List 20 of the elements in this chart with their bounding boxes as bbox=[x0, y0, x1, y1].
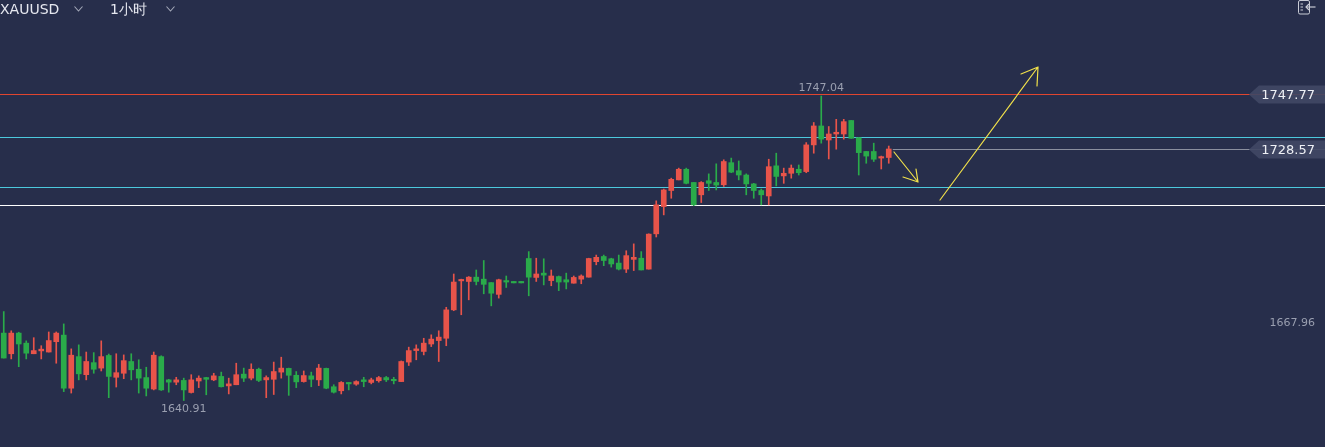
annotation: 1747.04 bbox=[798, 81, 844, 95]
chart-title: XAUUSD bbox=[0, 1, 60, 18]
candlestick bbox=[203, 376, 210, 396]
ref-line-label: 1728.57 bbox=[1261, 141, 1315, 157]
candlestick bbox=[630, 243, 637, 271]
candlestick bbox=[878, 155, 885, 170]
candlestick bbox=[503, 275, 510, 288]
ref-line-label: 1747.77 bbox=[1261, 86, 1315, 102]
text: 1667.96 bbox=[1269, 315, 1315, 329]
candlestick bbox=[825, 126, 832, 160]
candlestick bbox=[113, 353, 120, 388]
chart-subtitle: 1小时 bbox=[110, 1, 147, 18]
annotation: 1640.91 bbox=[161, 401, 207, 415]
candlestick bbox=[458, 278, 465, 316]
candlestick bbox=[533, 257, 540, 282]
candlestick bbox=[263, 375, 270, 398]
candlestick bbox=[345, 382, 352, 391]
candlestick bbox=[465, 276, 472, 301]
candlestick bbox=[833, 119, 840, 150]
candlestick bbox=[360, 376, 367, 388]
